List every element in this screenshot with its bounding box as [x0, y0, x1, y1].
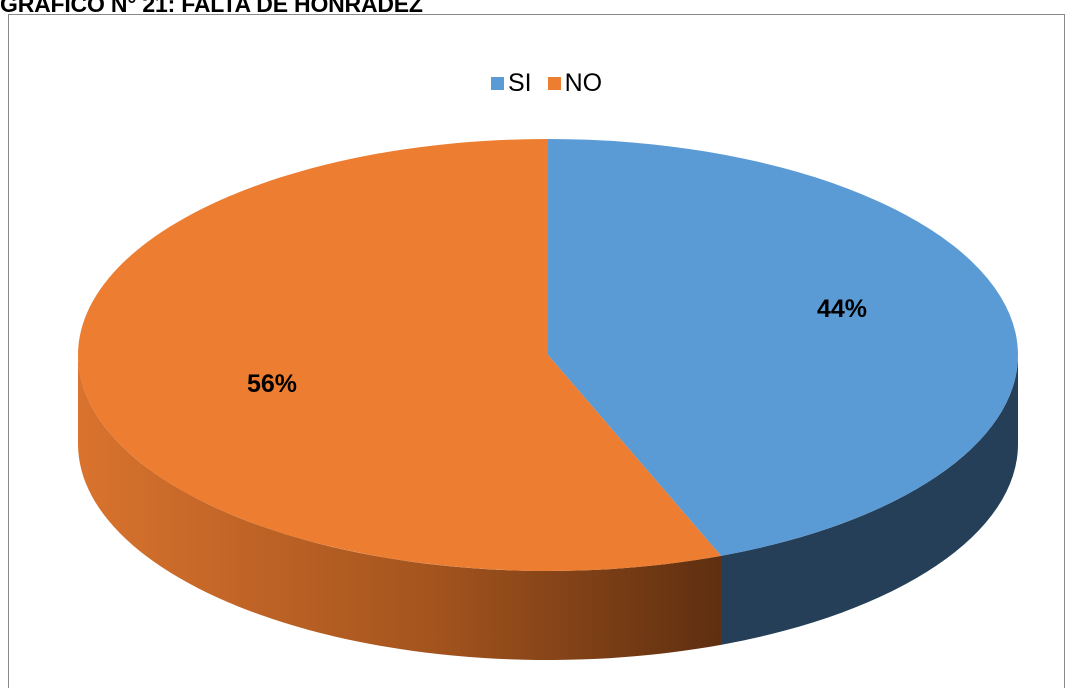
pie-slice-si: [548, 139, 1019, 556]
legend-label-si: SI: [508, 69, 532, 97]
pie-side-si: [721, 355, 1018, 645]
pie-slice-no: [78, 138, 722, 571]
legend: SI NO: [491, 69, 618, 98]
pie-slices: [78, 138, 1019, 660]
legend-label-no: NO: [564, 69, 603, 97]
legend-item-si: SI: [491, 69, 532, 98]
legend-swatch-no: [547, 77, 561, 90]
data-label-no: 56%: [247, 370, 297, 398]
legend-item-no: NO: [547, 69, 603, 98]
legend-swatch-si: [491, 77, 504, 90]
page-title: GRAFICO N° 21: FALTA DE HONRADEZ: [0, 0, 423, 17]
data-label-si: 44%: [817, 295, 867, 323]
pie-side-no: [78, 355, 722, 660]
